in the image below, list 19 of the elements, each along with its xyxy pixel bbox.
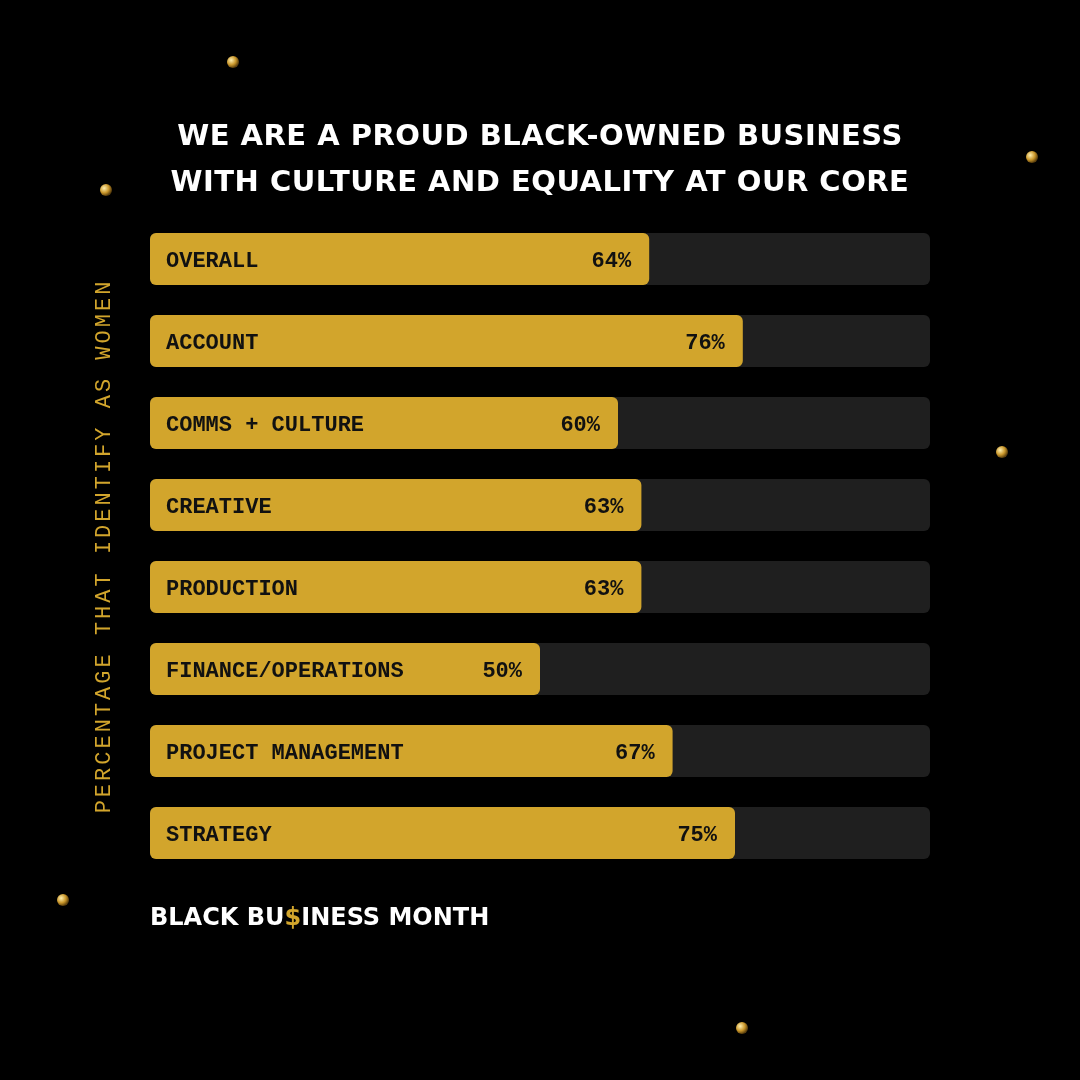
y-tick-label: STRATEGY <box>166 822 273 848</box>
data-label: 75% <box>677 822 718 848</box>
data-label: 64% <box>591 248 632 274</box>
data-label: 50% <box>482 658 523 684</box>
data-label: 76% <box>685 330 726 356</box>
data-label: 60% <box>560 412 601 438</box>
data-label: 63% <box>583 494 625 520</box>
y-tick-label: PROJECT MANAGEMENT <box>166 740 404 766</box>
y-tick-label: FINANCE/OPERATIONS <box>166 658 404 684</box>
y-tick-label: PRODUCTION <box>166 576 299 602</box>
chart-title: WE ARE A PROUD BLACK-OWNED BUSINESS WITH CULTURE AND EQUALITY AT OUR CORE <box>169 117 911 200</box>
text: BLACK BU$INESS MONTH <box>150 903 490 931</box>
y-tick-label: COMMS + CULTURE <box>166 412 365 438</box>
y-tick-label: OVERALL <box>166 248 259 274</box>
y-axis-title: PERCENTAGE THAT IDENTIFY AS WOMEN <box>91 278 117 814</box>
y-tick-label: ACCOUNT <box>166 330 259 356</box>
y-tick-label: CREATIVE <box>166 494 272 520</box>
data-label: 63% <box>583 576 625 602</box>
data-label: 67% <box>614 740 656 766</box>
